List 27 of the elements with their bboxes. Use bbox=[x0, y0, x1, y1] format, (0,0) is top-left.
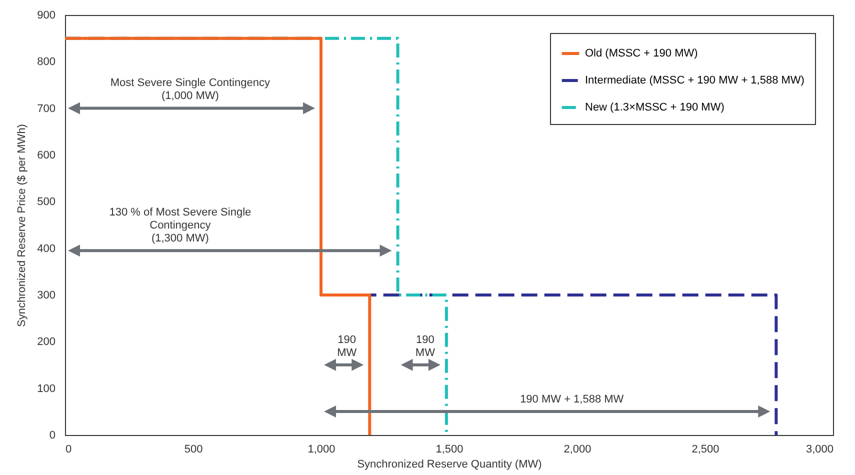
y-tick-label: 400 bbox=[37, 242, 56, 255]
x-tick-label: 2,500 bbox=[692, 444, 720, 456]
y-tick-label: 300 bbox=[37, 290, 56, 302]
annotation: Most Severe Single Contingency (1,000 MW) bbox=[110, 77, 270, 102]
annotation: 190 MW bbox=[415, 334, 436, 359]
y-tick-label: 200 bbox=[37, 336, 56, 348]
x-tick-label: 500 bbox=[184, 444, 203, 456]
annotation: 190 MW bbox=[337, 334, 358, 359]
legend-label: New (1.3×MSSC + 190 MW) bbox=[585, 102, 724, 114]
legend-label: Intermediate (MSSC + 190 MW + 1,588 MW) bbox=[585, 74, 804, 86]
y-tick-label: 900 bbox=[37, 10, 56, 22]
y-tick-label: 500 bbox=[37, 196, 56, 208]
y-tick-label: 700 bbox=[37, 102, 56, 115]
y-axis-title: Synchronized Reserve Price ($ per MWh) bbox=[16, 124, 28, 327]
x-axis-title: Synchronized Reserve Quantity (MW) bbox=[357, 458, 542, 470]
legend-label: Old (MSSC + 190 MW) bbox=[585, 48, 698, 60]
y-tick-label: 0 bbox=[49, 430, 56, 442]
y-tick-label: 100 bbox=[37, 382, 56, 395]
x-tick-label: 2,000 bbox=[564, 444, 592, 456]
x-tick-label: 3,000 bbox=[806, 444, 834, 456]
y-tick-label: 800 bbox=[37, 56, 56, 68]
x-tick-label: 1,500 bbox=[436, 444, 464, 456]
x-tick-label: 1,000 bbox=[308, 444, 336, 456]
x-tick-label: 0 bbox=[66, 444, 72, 456]
annotation: 130 % of Most Severe Single Contingency (1,300 MW) bbox=[109, 206, 252, 245]
y-tick-label: 600 bbox=[37, 150, 56, 162]
annotation: 190 MW + 1,588 MW bbox=[520, 393, 624, 406]
